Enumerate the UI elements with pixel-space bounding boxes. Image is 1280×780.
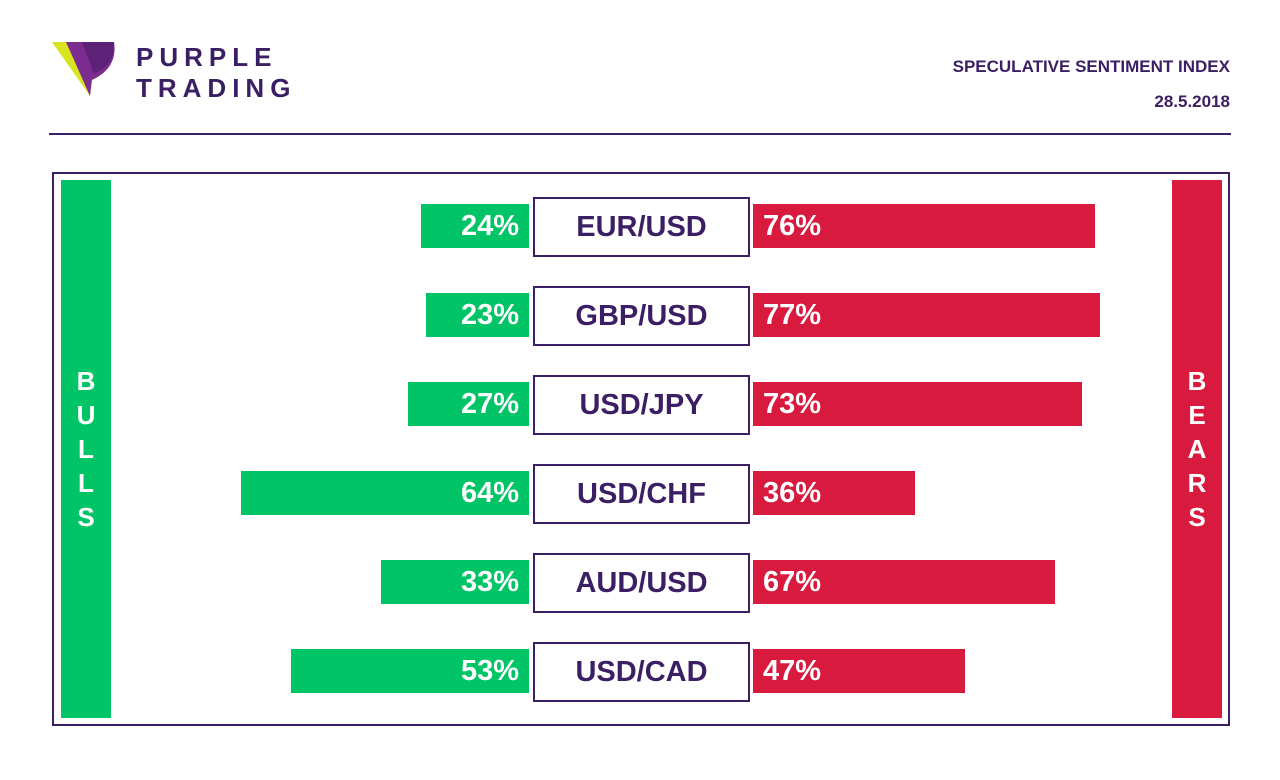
logo-wordmark: PURPLE TRADING [136, 42, 296, 104]
chart-frame [52, 172, 1230, 726]
bull-value-label: 24% [460, 210, 519, 242]
bears-letter: A [1187, 434, 1207, 464]
bulls-letter: L [78, 468, 94, 498]
bear-value-label: 76% [763, 210, 822, 242]
bulls-letter: B [76, 366, 96, 396]
bull-bar: 53% [290, 649, 529, 693]
logo-word-purple: PURPLE [136, 42, 278, 72]
bear-bar: 67% [753, 560, 1055, 604]
bull-value-label: 64% [460, 477, 519, 509]
currency-pair-label: USD/CAD [533, 642, 750, 702]
bear-bar: 36% [753, 471, 915, 515]
bears-letter: B [1187, 366, 1207, 396]
bear-value-label: 67% [763, 566, 822, 598]
purple-trading-logo: PURPLE TRADING [52, 40, 342, 104]
report-title: SPECULATIVE SENTIMENT INDEX [952, 57, 1230, 76]
bull-value-label: 27% [460, 388, 519, 420]
bull-value-label: 33% [460, 566, 519, 598]
bears-letter: S [1188, 502, 1206, 532]
header-divider [49, 133, 1231, 135]
bear-value-label: 47% [763, 655, 822, 687]
bears-letter: R [1187, 468, 1207, 498]
bear-value-label: 77% [763, 299, 822, 331]
currency-pair-label: EUR/USD [533, 197, 750, 257]
bull-bar: 33% [380, 560, 529, 604]
bull-bar: 23% [425, 293, 529, 337]
bull-value-label: 23% [460, 299, 519, 331]
bull-bar: 64% [241, 471, 529, 515]
bull-bar: 27% [407, 382, 529, 426]
bear-value-label: 73% [763, 388, 822, 420]
bear-bar: 76% [753, 204, 1095, 248]
bear-bar: 47% [753, 649, 965, 693]
bear-value-label: 36% [763, 477, 822, 509]
report-date: 28.5.2018 [1154, 92, 1230, 111]
bear-bar: 73% [753, 382, 1082, 426]
bull-value-label: 53% [460, 655, 519, 687]
bulls-letter: L [78, 434, 94, 464]
bulls-letter: S [77, 502, 95, 532]
logo-mark-icon [52, 42, 115, 96]
currency-pair-label: USD/JPY [533, 375, 750, 435]
currency-pair-label: USD/CHF [533, 464, 750, 524]
bear-bar: 77% [753, 293, 1100, 337]
bears-letter: E [1188, 400, 1206, 430]
bulls-letter: U [76, 400, 96, 430]
logo-word-trading: TRADING [136, 73, 297, 103]
currency-pair-label: GBP/USD [533, 286, 750, 346]
currency-pair-label: AUD/USD [533, 553, 750, 613]
bull-bar: 24% [421, 204, 529, 248]
